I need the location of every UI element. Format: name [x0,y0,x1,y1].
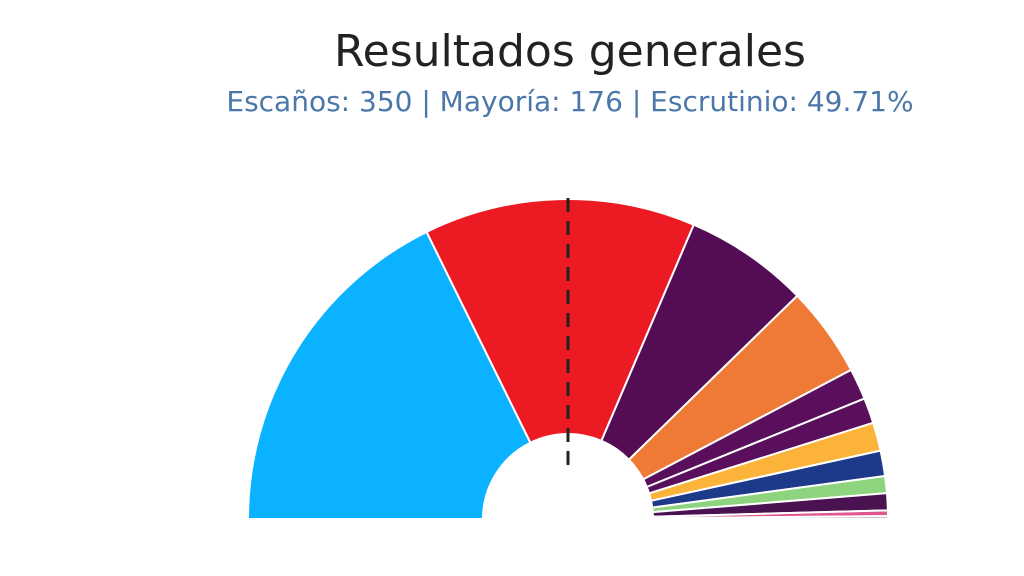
parliament-arcs [246,198,890,520]
chart-subtitle: Escaños: 350 | Mayoría: 176 | Escrutinio… [226,85,913,118]
seat-segment [246,230,532,520]
seat-segment [425,198,696,445]
chart-title: Resultados generales [334,26,806,77]
seat-segment [651,515,890,520]
